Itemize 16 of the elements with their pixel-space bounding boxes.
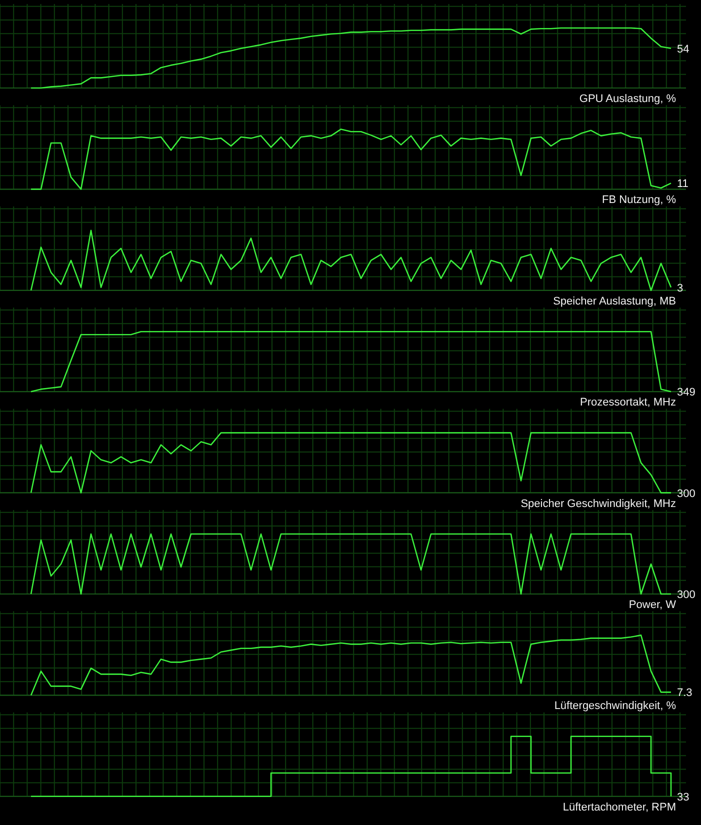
- text: GPU Auslastung, %: [579, 93, 676, 105]
- text: Power, W: [628, 599, 677, 611]
- text: Prozessortakt, MHz: [580, 396, 676, 409]
- text: Speicher Geschwindigkeit, MHz: [520, 498, 676, 510]
- text: FB Nutzung, %: [602, 194, 676, 206]
- text: Lüftergeschwindigkeit, %: [554, 700, 676, 712]
- text: 7.3: [677, 687, 692, 700]
- text: 349: [677, 386, 696, 399]
- text: 3: [677, 282, 684, 294]
- text: Speicher Auslastung, MB: [553, 295, 676, 308]
- text: Lüftertachometer, RPM: [562, 801, 676, 814]
- text: 300: [677, 589, 696, 601]
- text: 33: [677, 791, 690, 804]
- text: 300: [677, 488, 696, 500]
- text: 11: [677, 178, 688, 190]
- text: 54: [677, 43, 690, 56]
